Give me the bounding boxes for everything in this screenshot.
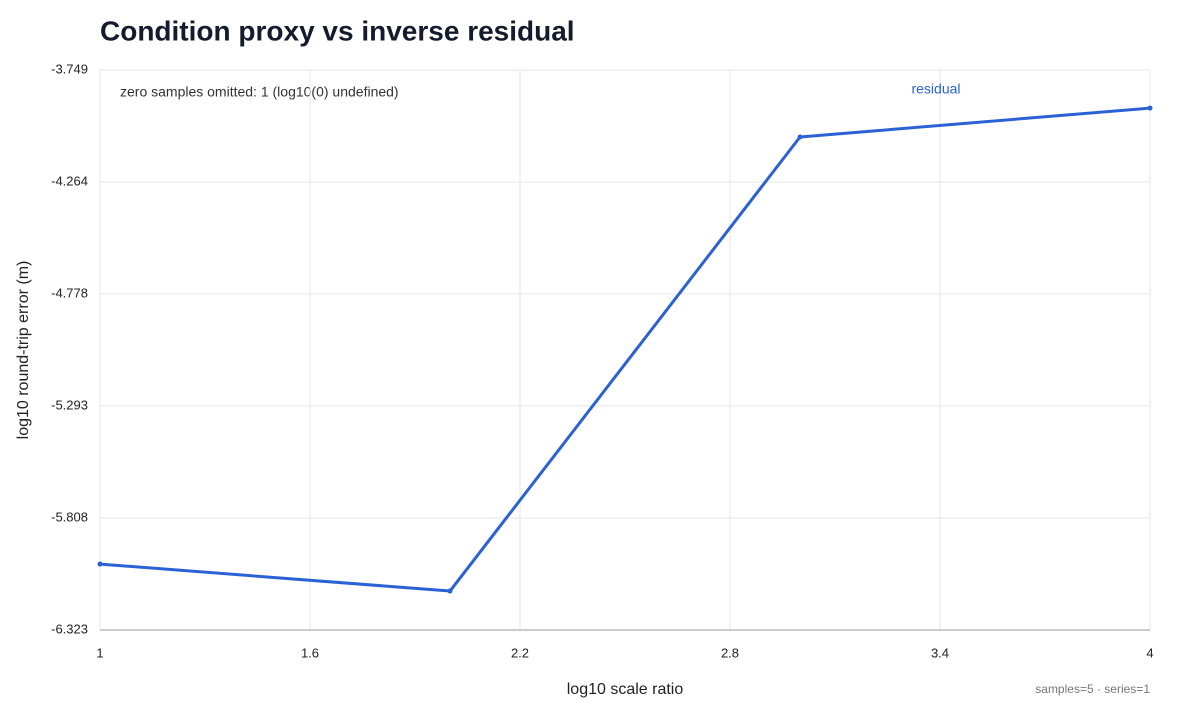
y-axis-label: log10 round-trip error (m) <box>15 261 32 440</box>
x-tick-label: 3.4 <box>931 645 949 660</box>
x-tick-label: 2.2 <box>511 645 529 660</box>
y-tick-label: -4.778 <box>51 285 88 300</box>
plot-area <box>99 69 1151 631</box>
x-tick-label: 1.6 <box>301 645 319 660</box>
line <box>99 106 1151 593</box>
point <box>97 561 103 567</box>
point <box>797 134 803 140</box>
annotation: zero samples omitted: 1 (log10(0) undefi… <box>120 84 399 100</box>
x-tick-label: 4 <box>1146 645 1153 660</box>
y-tick-label: -3.749 <box>51 61 88 76</box>
chart-title: Condition proxy vs inverse residual <box>100 15 575 46</box>
y-tick-label: -5.808 <box>51 509 88 524</box>
point <box>1147 105 1153 111</box>
legend-label: residual <box>911 81 960 97</box>
point <box>447 588 453 594</box>
x-axis-label: log10 scale ratio <box>567 681 684 698</box>
x-tick-label: 1 <box>96 645 103 660</box>
y-tick-label: -5.293 <box>51 397 88 412</box>
y-tick-label: -6.323 <box>51 621 88 636</box>
y-tick-label: -4.264 <box>51 173 88 188</box>
footer: samples=5 · series=1 <box>1035 682 1150 696</box>
x-tick-label: 2.8 <box>721 645 739 660</box>
